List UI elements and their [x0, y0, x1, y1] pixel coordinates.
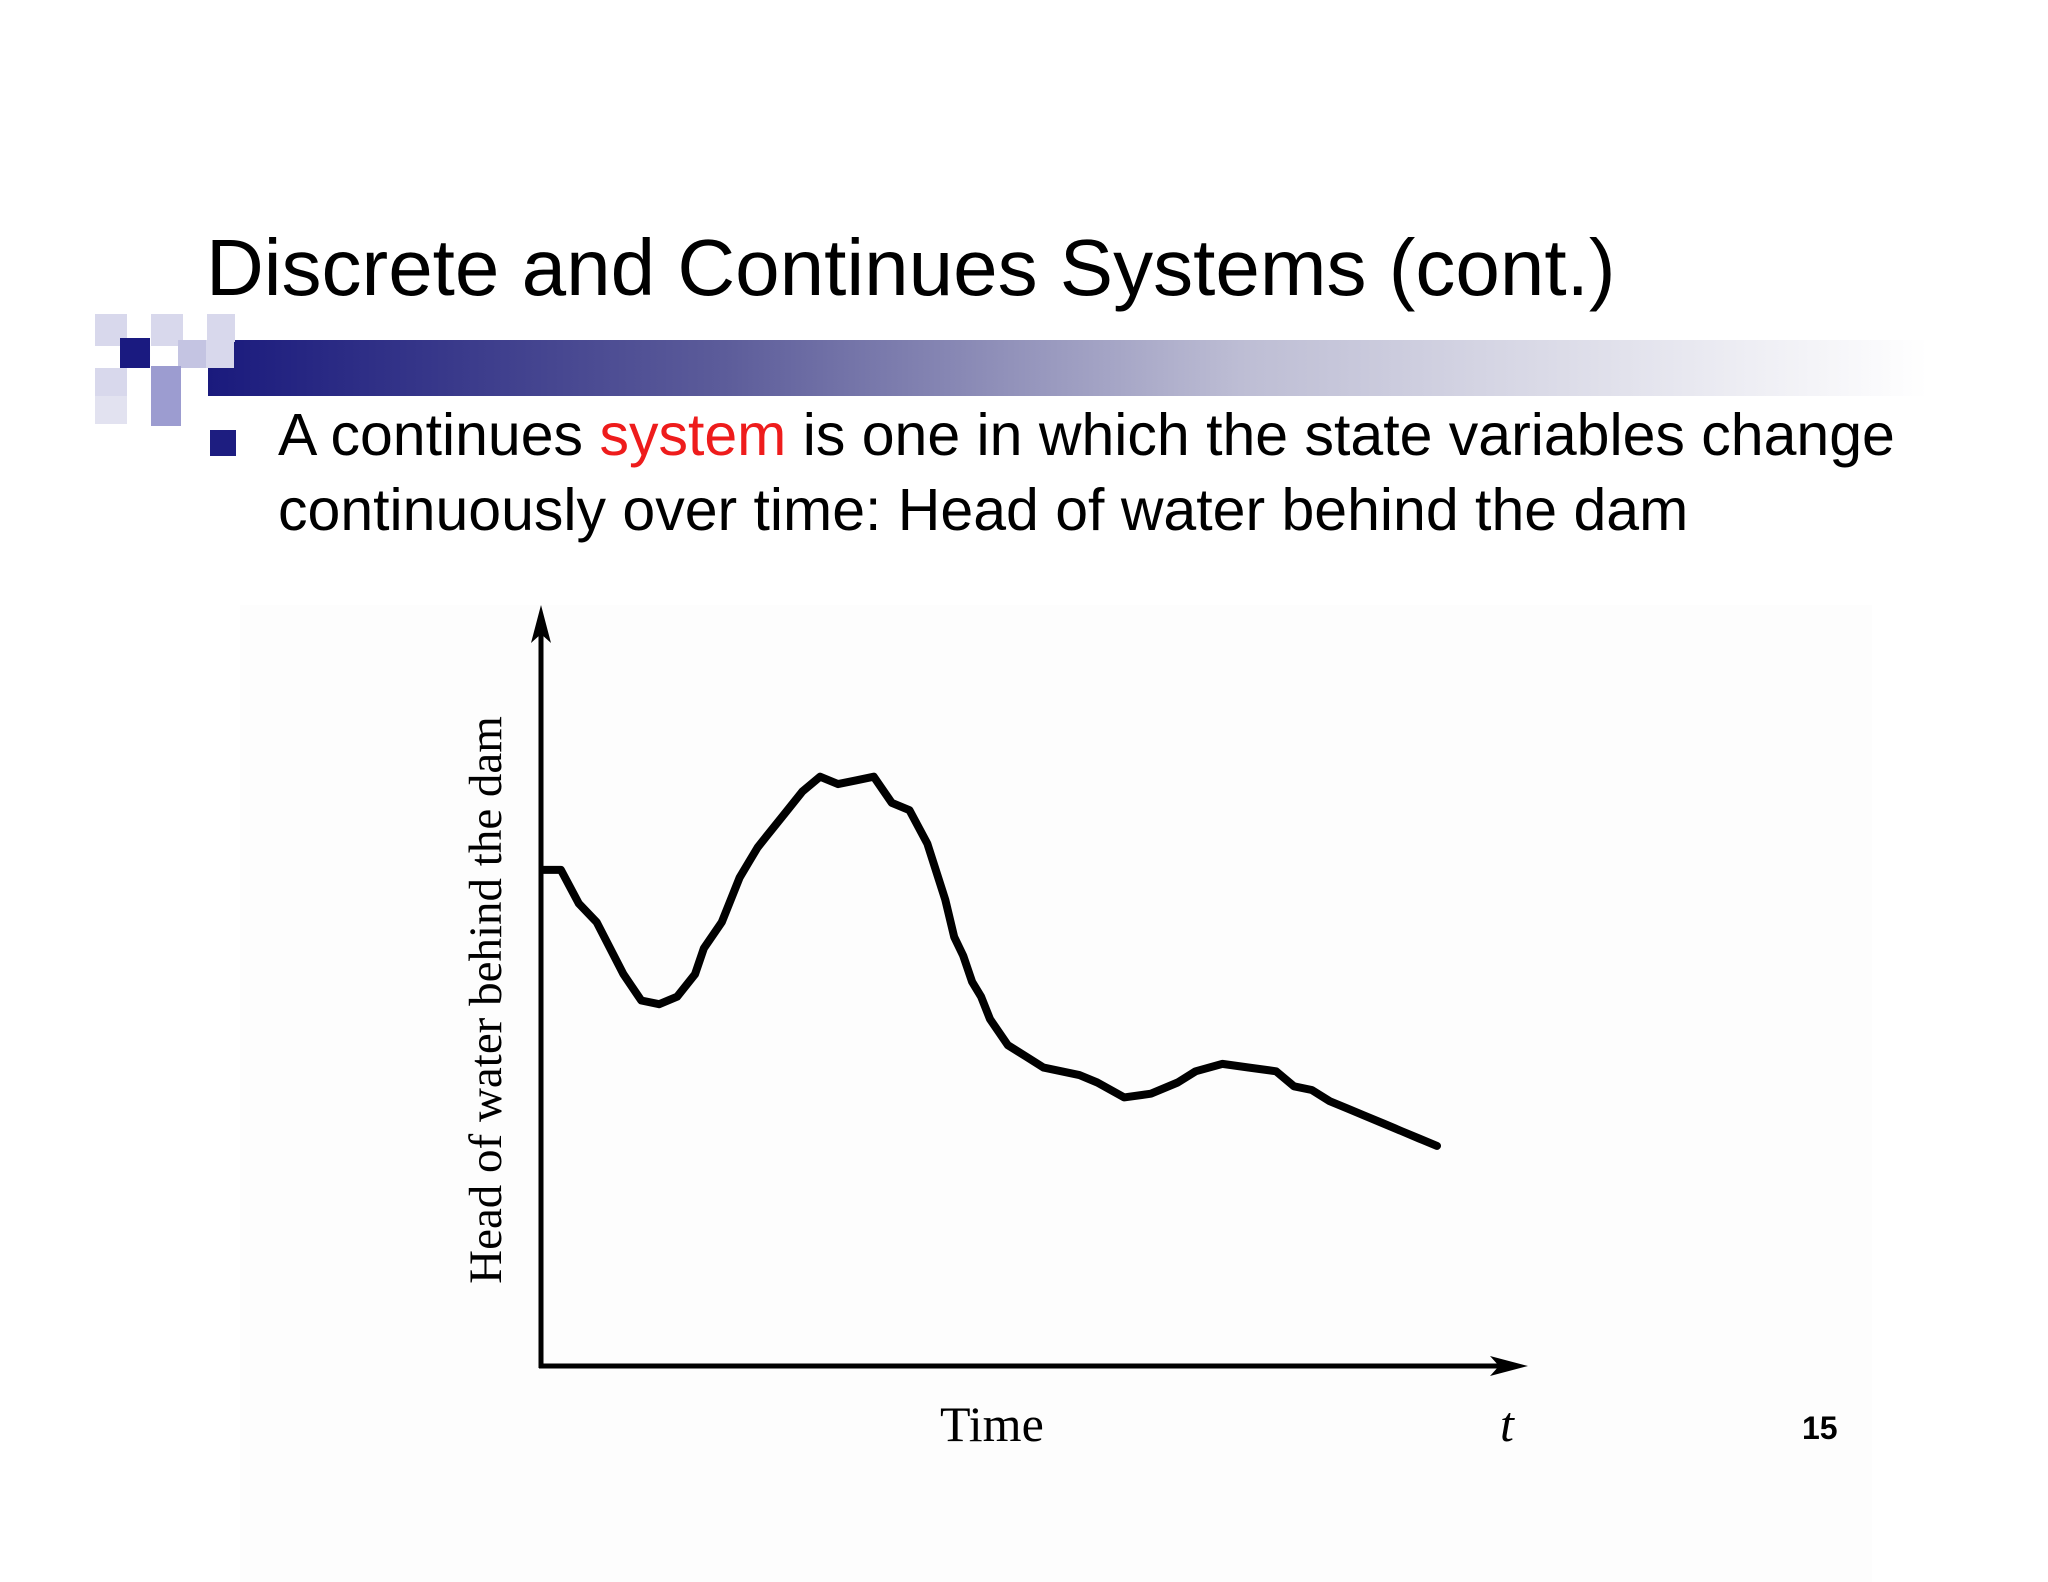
bullet-highlight: system: [599, 402, 787, 468]
y-axis-arrow: [531, 605, 551, 643]
bullet-text: A continues system is one in which the s…: [278, 398, 1898, 548]
figure-panel: [240, 605, 1872, 1582]
x-axis-label: Time: [940, 1396, 1044, 1452]
bullet-text-start: A continues: [278, 402, 600, 468]
bullet-text-end: is one in which the state variables chan…: [278, 402, 1895, 543]
data-line: [539, 772, 1441, 1150]
y-axis-label-text: Head of water behind the dam: [460, 716, 512, 1284]
slide-title: Discrete and Continues Systems (cont.): [206, 223, 1616, 312]
bullet-square-icon: [210, 430, 236, 456]
page-number: 15: [1802, 1410, 1838, 1446]
x-axis-symbol: t: [1500, 1396, 1514, 1452]
x-axis-arrow: [1490, 1356, 1528, 1376]
